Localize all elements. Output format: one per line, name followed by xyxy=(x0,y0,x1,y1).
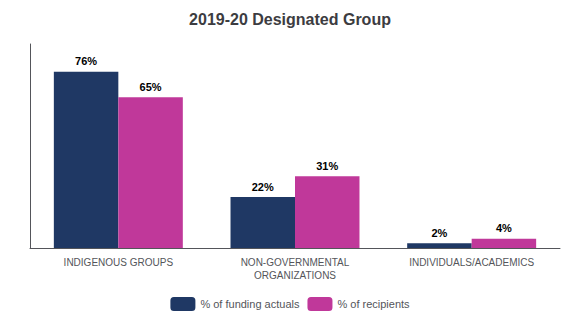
svg-text:% of recipients: % of recipients xyxy=(337,298,410,310)
svg-text:ORGANIZATIONS: ORGANIZATIONS xyxy=(254,270,336,281)
svg-text:% of funding actuals: % of funding actuals xyxy=(200,298,300,310)
svg-text:65%: 65% xyxy=(140,81,162,93)
svg-text:2019-20 Designated Group: 2019-20 Designated Group xyxy=(189,11,391,28)
svg-text:INDIGENOUS GROUPS: INDIGENOUS GROUPS xyxy=(64,257,174,268)
svg-text:31%: 31% xyxy=(316,160,338,172)
svg-text:4%: 4% xyxy=(496,222,512,234)
svg-text:2%: 2% xyxy=(431,227,447,239)
svg-text:22%: 22% xyxy=(252,181,274,193)
svg-text:76%: 76% xyxy=(75,55,97,67)
svg-text:NON-GOVERNMENTAL: NON-GOVERNMENTAL xyxy=(241,257,350,268)
svg-text:INDIVIDUALS/ACADEMICS: INDIVIDUALS/ACADEMICS xyxy=(409,257,534,268)
